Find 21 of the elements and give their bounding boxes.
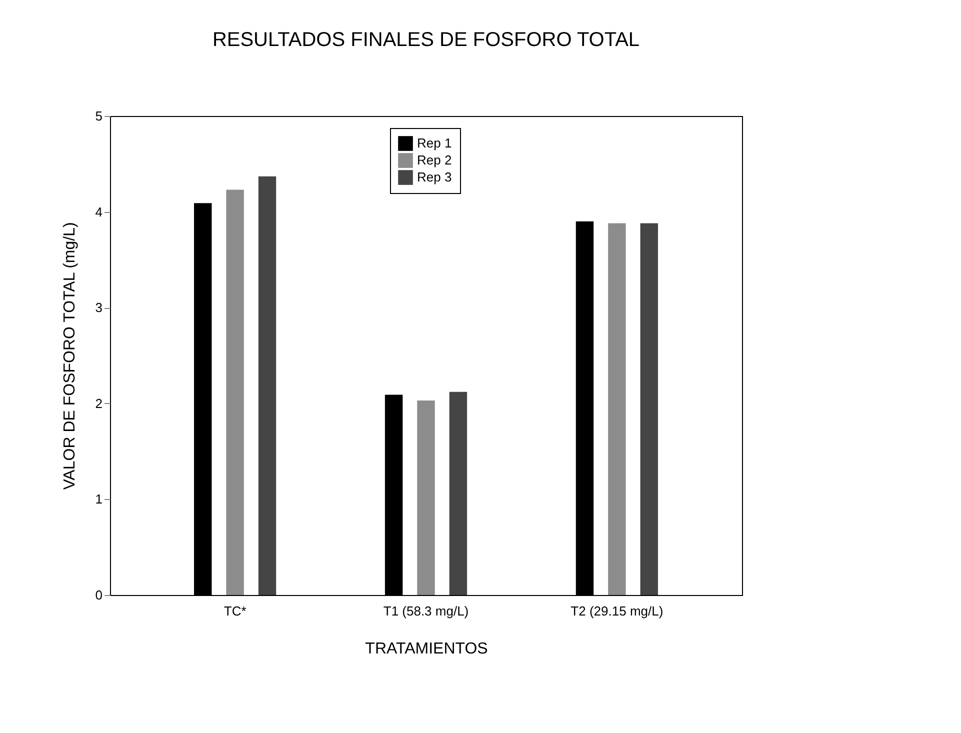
x-axis-title: TRATAMIENTOS	[365, 640, 488, 658]
bar	[449, 392, 468, 595]
y-axis-title: VALOR DE FOSFORO TOTAL (mg/L)	[61, 222, 78, 490]
y-tick-label: 0	[95, 588, 102, 602]
bar	[258, 176, 276, 595]
bar	[417, 400, 435, 595]
x-tick-label: T1 (58.3 mg/L)	[383, 604, 469, 618]
bar	[640, 223, 658, 595]
chart-title: RESULTADOS FINALES DE FOSFORO TOTAL	[212, 29, 640, 51]
legend-label: Rep 3	[417, 170, 452, 184]
y-tick-label: 1	[95, 492, 102, 507]
bar	[226, 190, 244, 595]
y-tick-label: 3	[95, 300, 102, 316]
y-tick-label: 4	[95, 204, 102, 220]
legend-label: Rep 1	[417, 136, 452, 150]
x-tick-label: TC*	[224, 604, 246, 618]
bar	[608, 223, 626, 595]
y-tick-label: 2	[95, 396, 102, 411]
x-tick-label: T2 (29.15 mg/L)	[570, 604, 664, 618]
y-tick-label: 5	[95, 108, 102, 124]
legend-label: Rep 2	[417, 152, 452, 168]
